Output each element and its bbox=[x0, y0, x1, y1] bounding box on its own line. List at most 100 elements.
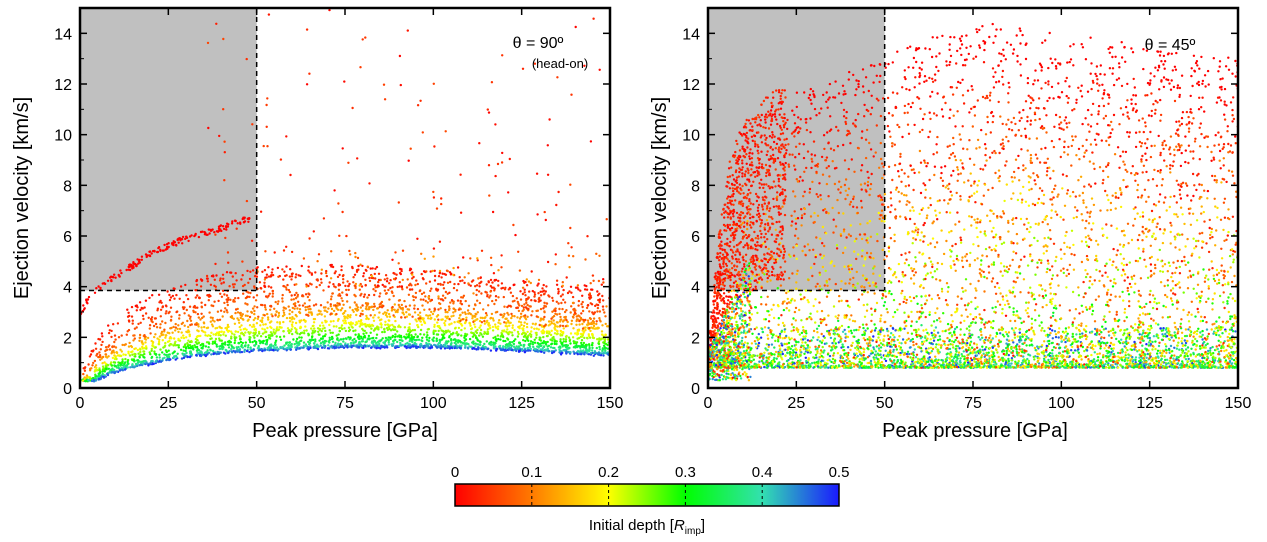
data-point bbox=[127, 265, 130, 269]
data-point bbox=[339, 342, 342, 346]
data-point bbox=[591, 346, 594, 350]
data-point bbox=[499, 338, 502, 341]
data-point bbox=[529, 335, 533, 338]
data-point bbox=[223, 293, 226, 296]
data-point bbox=[167, 245, 170, 249]
data-point bbox=[146, 254, 149, 257]
data-point bbox=[137, 352, 140, 355]
data-point bbox=[497, 269, 500, 272]
data-point bbox=[329, 303, 332, 306]
data-point bbox=[131, 319, 134, 322]
data-point bbox=[464, 338, 468, 341]
data-point bbox=[508, 342, 511, 345]
data-point bbox=[252, 318, 255, 322]
data-point bbox=[480, 249, 484, 252]
data-point bbox=[540, 330, 543, 333]
data-point bbox=[416, 307, 420, 311]
data-point bbox=[299, 339, 302, 343]
data-point bbox=[801, 341, 804, 344]
data-point bbox=[266, 145, 269, 148]
data-point bbox=[213, 231, 216, 234]
data-point bbox=[443, 347, 447, 350]
data-point bbox=[134, 355, 137, 358]
data-point bbox=[405, 333, 408, 336]
data-point bbox=[279, 158, 283, 161]
data-point bbox=[148, 327, 151, 330]
data-point bbox=[269, 331, 273, 334]
data-point bbox=[304, 306, 307, 309]
data-point bbox=[176, 238, 179, 242]
data-point bbox=[557, 346, 561, 349]
data-point bbox=[85, 301, 89, 304]
data-point bbox=[444, 319, 447, 323]
data-point bbox=[193, 344, 196, 347]
data-point bbox=[577, 288, 580, 291]
data-point bbox=[486, 347, 490, 350]
data-point bbox=[263, 328, 266, 331]
data-point bbox=[281, 314, 285, 318]
data-point bbox=[411, 271, 414, 274]
data-point bbox=[553, 332, 557, 335]
data-point bbox=[559, 295, 563, 298]
data-point bbox=[217, 230, 220, 233]
data-point bbox=[144, 312, 148, 315]
data-point bbox=[222, 277, 225, 280]
data-point bbox=[281, 297, 284, 300]
data-point bbox=[181, 242, 184, 245]
data-point bbox=[425, 314, 428, 317]
data-point bbox=[306, 305, 309, 309]
data-point bbox=[234, 297, 237, 300]
data-point bbox=[373, 284, 377, 287]
data-point bbox=[461, 311, 464, 314]
data-point bbox=[206, 353, 209, 356]
data-point bbox=[330, 344, 333, 348]
data-point bbox=[170, 343, 173, 346]
data-point bbox=[138, 258, 141, 262]
data-point bbox=[133, 262, 137, 266]
data-point bbox=[164, 341, 167, 345]
data-point bbox=[1077, 351, 1081, 354]
data-point bbox=[350, 341, 353, 345]
data-point bbox=[550, 329, 553, 332]
data-point bbox=[306, 295, 310, 299]
data-point bbox=[121, 364, 125, 367]
data-point bbox=[113, 351, 116, 354]
data-point bbox=[512, 223, 515, 227]
data-point bbox=[555, 321, 559, 324]
data-point bbox=[1051, 329, 1054, 332]
data-point bbox=[197, 348, 201, 352]
data-point bbox=[234, 272, 237, 275]
data-point bbox=[1096, 359, 1100, 362]
data-point bbox=[401, 343, 404, 347]
data-point bbox=[476, 328, 479, 332]
data-point bbox=[1134, 361, 1137, 364]
data-point bbox=[222, 37, 225, 41]
data-point bbox=[360, 344, 364, 348]
data-point bbox=[408, 331, 412, 334]
data-point bbox=[596, 310, 599, 313]
data-point bbox=[115, 351, 119, 355]
data-point bbox=[582, 330, 586, 333]
data-point bbox=[320, 313, 323, 316]
data-point bbox=[361, 304, 364, 307]
data-point bbox=[497, 284, 500, 287]
data-point bbox=[183, 324, 186, 327]
data-point bbox=[154, 322, 158, 326]
data-point bbox=[142, 350, 146, 353]
data-point bbox=[242, 334, 246, 337]
data-point bbox=[476, 299, 479, 302]
data-point bbox=[408, 304, 412, 307]
data-point bbox=[208, 311, 211, 314]
data-point bbox=[386, 309, 389, 312]
data-point bbox=[530, 270, 533, 273]
data-point bbox=[478, 142, 481, 145]
data-point bbox=[235, 227, 238, 230]
data-point bbox=[403, 299, 406, 303]
data-point bbox=[223, 151, 226, 154]
data-point bbox=[504, 339, 507, 343]
data-point bbox=[365, 345, 369, 348]
data-point bbox=[97, 377, 101, 380]
data-point bbox=[766, 337, 770, 340]
data-point bbox=[505, 343, 509, 346]
data-point bbox=[164, 336, 167, 339]
